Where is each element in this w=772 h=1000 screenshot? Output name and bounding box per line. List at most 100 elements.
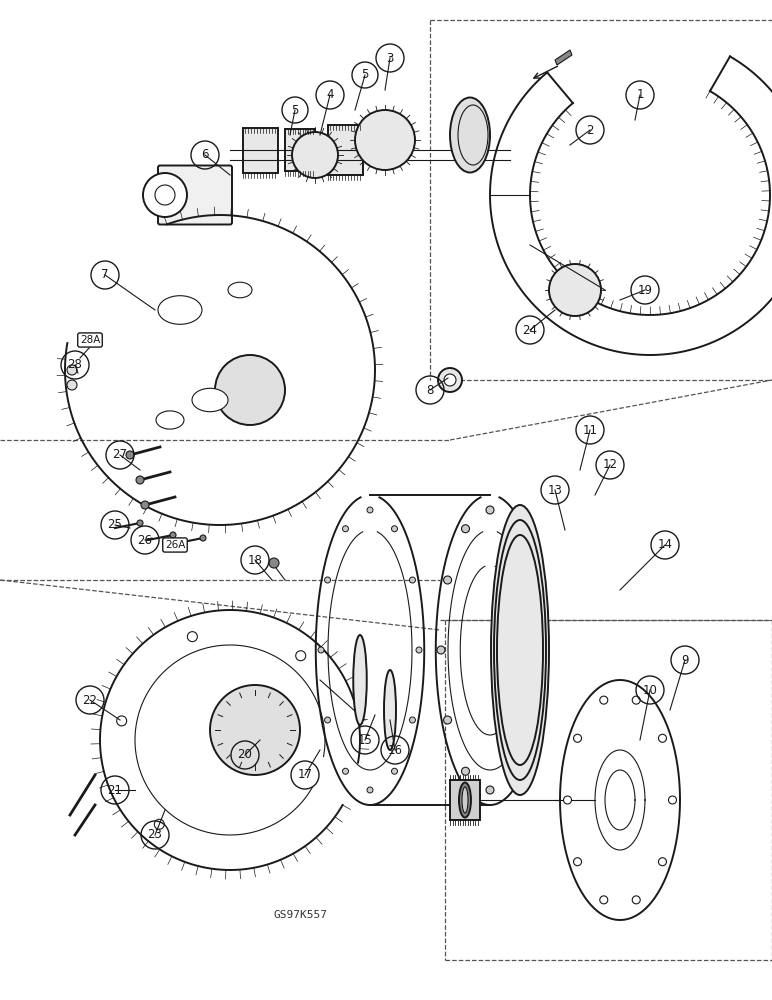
Text: 15: 15 — [357, 734, 372, 746]
Circle shape — [355, 110, 415, 170]
Circle shape — [437, 646, 445, 654]
Circle shape — [343, 526, 348, 532]
Bar — [327, 125, 363, 175]
Text: 24: 24 — [523, 324, 537, 336]
Text: 16: 16 — [388, 744, 402, 756]
Circle shape — [170, 532, 176, 538]
Circle shape — [188, 632, 198, 642]
Circle shape — [659, 858, 666, 866]
Circle shape — [529, 576, 537, 584]
Circle shape — [486, 506, 494, 514]
Circle shape — [367, 507, 373, 513]
Bar — [450, 780, 480, 820]
Ellipse shape — [158, 296, 202, 324]
Circle shape — [659, 734, 666, 742]
Circle shape — [600, 896, 608, 904]
Circle shape — [529, 716, 537, 724]
Ellipse shape — [192, 388, 228, 412]
Circle shape — [296, 651, 306, 661]
Circle shape — [444, 374, 456, 386]
Text: 6: 6 — [201, 148, 208, 161]
Circle shape — [444, 576, 452, 584]
Text: 26A: 26A — [164, 540, 185, 550]
Circle shape — [67, 365, 77, 375]
Text: 20: 20 — [238, 748, 252, 762]
Text: 2: 2 — [586, 123, 594, 136]
Text: 13: 13 — [547, 484, 563, 496]
Text: 27: 27 — [113, 448, 127, 462]
Text: 28A: 28A — [80, 335, 100, 345]
Circle shape — [324, 577, 330, 583]
Text: GS97K557: GS97K557 — [273, 910, 327, 920]
Circle shape — [269, 558, 279, 568]
Circle shape — [137, 520, 143, 526]
Text: 25: 25 — [107, 518, 123, 532]
Text: 19: 19 — [638, 284, 652, 296]
Circle shape — [67, 380, 77, 390]
Text: 18: 18 — [248, 554, 262, 566]
Text: 12: 12 — [602, 458, 618, 472]
FancyBboxPatch shape — [158, 165, 232, 225]
Circle shape — [391, 768, 398, 774]
Text: 26: 26 — [137, 534, 153, 546]
Circle shape — [136, 476, 144, 484]
Ellipse shape — [497, 535, 543, 765]
Ellipse shape — [354, 635, 367, 725]
Ellipse shape — [450, 98, 490, 172]
Circle shape — [669, 796, 676, 804]
Circle shape — [409, 717, 415, 723]
Text: 7: 7 — [101, 268, 109, 282]
Circle shape — [343, 768, 348, 774]
Circle shape — [535, 646, 543, 654]
Circle shape — [409, 577, 415, 583]
Circle shape — [318, 647, 324, 653]
Text: 14: 14 — [658, 538, 672, 552]
Polygon shape — [555, 50, 572, 65]
Circle shape — [367, 787, 373, 793]
Circle shape — [391, 526, 398, 532]
Ellipse shape — [384, 670, 396, 750]
Bar — [285, 129, 315, 171]
Circle shape — [549, 264, 601, 316]
Circle shape — [574, 858, 581, 866]
Circle shape — [210, 685, 300, 775]
Ellipse shape — [462, 787, 468, 813]
Circle shape — [416, 647, 422, 653]
Text: 8: 8 — [426, 383, 434, 396]
Circle shape — [462, 525, 469, 533]
Ellipse shape — [228, 282, 252, 298]
Ellipse shape — [156, 411, 184, 429]
Circle shape — [510, 525, 519, 533]
Text: 21: 21 — [107, 784, 123, 796]
Bar — [242, 127, 277, 172]
Ellipse shape — [459, 782, 471, 818]
Circle shape — [486, 786, 494, 794]
Text: 1: 1 — [636, 89, 644, 102]
Circle shape — [600, 696, 608, 704]
Circle shape — [438, 368, 462, 392]
Circle shape — [462, 767, 469, 775]
Text: 5: 5 — [361, 68, 369, 82]
Ellipse shape — [494, 520, 546, 780]
Circle shape — [510, 767, 519, 775]
Text: 22: 22 — [83, 694, 97, 706]
Text: 9: 9 — [681, 654, 689, 666]
Circle shape — [444, 716, 452, 724]
Circle shape — [141, 501, 149, 509]
Circle shape — [632, 696, 640, 704]
Circle shape — [126, 451, 134, 459]
Ellipse shape — [491, 505, 549, 795]
Circle shape — [143, 173, 187, 217]
Text: 4: 4 — [327, 89, 334, 102]
Circle shape — [632, 896, 640, 904]
Text: 10: 10 — [642, 684, 658, 696]
Circle shape — [574, 734, 581, 742]
Circle shape — [154, 819, 164, 829]
Text: 28: 28 — [68, 359, 83, 371]
Circle shape — [117, 716, 127, 726]
Circle shape — [200, 535, 206, 541]
Circle shape — [292, 132, 338, 178]
Text: 17: 17 — [297, 768, 313, 782]
Text: 11: 11 — [583, 424, 598, 436]
Circle shape — [564, 796, 571, 804]
